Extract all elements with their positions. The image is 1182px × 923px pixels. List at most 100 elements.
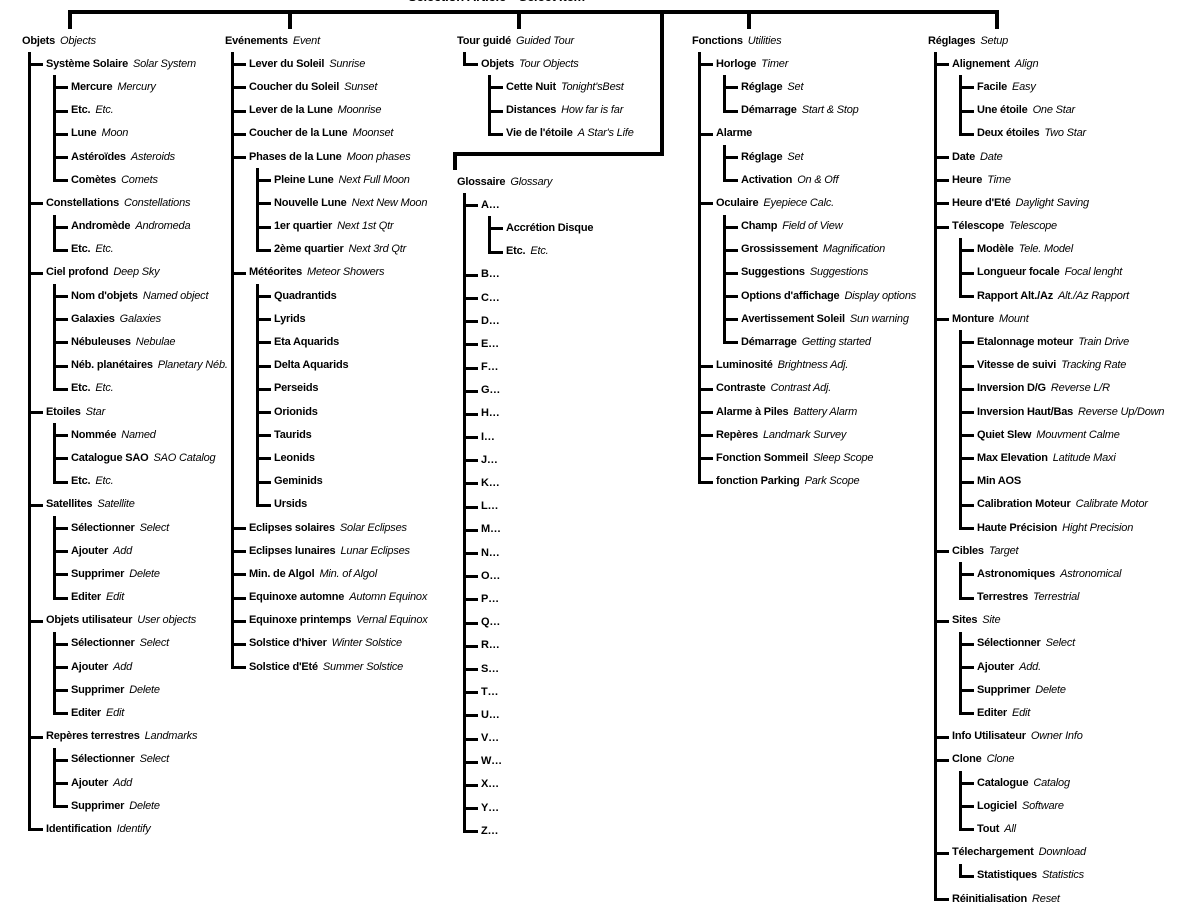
- menu-item: N…: [481, 541, 593, 564]
- menu-item-label-en: Select: [1045, 637, 1076, 650]
- menu-item-label-fr: Nom d'objets: [71, 289, 138, 302]
- menu-item: Evénements Event: [225, 29, 428, 52]
- menu-item-label-fr: Etc.: [71, 243, 91, 256]
- branch: A… Accrétion Disque Etc. Etc. B… C… D… E… F… G… H……: [457, 193, 593, 842]
- menu-item-label-en: Add.: [1019, 660, 1041, 673]
- menu-item-label-fr: Ajouter: [71, 660, 109, 673]
- menu-item: Monture Mount: [952, 307, 1164, 330]
- menu-item: Lever de la Lune Moonrise: [249, 99, 428, 122]
- menu-item-label-en: Contrast Adj.: [770, 382, 832, 395]
- menu-item-label-fr: U…: [481, 708, 500, 721]
- menu-item-label-en: Train Drive: [1078, 336, 1130, 349]
- menu-item-label-fr: Catalogue SAO: [71, 451, 149, 464]
- menu-item-label-en: Sun warning: [849, 312, 909, 325]
- menu-node: Haute Précision Hight Precision: [958, 515, 1164, 539]
- menu-item-label-fr: Alarme à Piles: [716, 405, 789, 418]
- branch: Sélectionner Select Ajouter Add Supprimer Del…: [46, 515, 228, 609]
- menu-node: W…: [462, 749, 593, 774]
- menu-root-label-en: Event: [292, 34, 320, 47]
- menu-item-label-fr: Lyrids: [274, 312, 306, 325]
- menu-node: I…: [462, 425, 593, 449]
- menu-item-label-en: Tele. Model: [1018, 243, 1073, 256]
- menu-node: R…: [462, 633, 593, 658]
- menu-item-label-fr: Editer: [71, 591, 101, 604]
- menu-item-label-fr: Etalonnage moteur: [977, 336, 1074, 349]
- menu-item: Réinitialisation Reset: [952, 887, 1164, 910]
- column-reglages: Réglages Setup Alignement Align Facile Easy Un…: [928, 29, 1165, 910]
- menu-root-label-fr: Objets: [22, 34, 56, 47]
- menu-item: Quiet Slew Mouvment Calme: [977, 423, 1164, 446]
- menu-node: Lune Moon: [53, 121, 228, 146]
- menu-item: Pleine Lune Next Full Moon: [274, 168, 428, 191]
- menu-node: Solstice d'Eté Summer Solstice: [231, 655, 428, 678]
- menu-node: Réglage Set: [722, 144, 916, 169]
- menu-item: Astronomiques Astronomical: [977, 562, 1164, 585]
- menu-node: Leonids: [256, 446, 428, 470]
- menu-item: Néb. planétaires Planetary Néb.: [71, 354, 228, 377]
- menu-node: Solstice d'hiver Winter Solstice: [231, 631, 428, 656]
- menu-item-label-fr: Nommée: [71, 428, 117, 441]
- menu-node: Heure d'Eté Daylight Saving: [933, 191, 1164, 215]
- menu-item-label-fr: Ajouter: [71, 544, 109, 557]
- menu-item-label-fr: Satellites: [46, 498, 93, 511]
- column-objets: Objets Objects Système Solaire Solar System…: [22, 29, 228, 841]
- menu-item-label-en: Constellations: [124, 196, 191, 209]
- menu-item-label-fr: S…: [481, 662, 499, 675]
- menu-item: Editer Edit: [977, 701, 1164, 724]
- menu-node: B…: [462, 262, 593, 287]
- menu-node: Démarrage Start & Stop: [722, 98, 916, 122]
- menu-item-label-fr: Objets: [481, 57, 515, 70]
- menu-item: V…: [481, 727, 593, 750]
- menu-item: Geminids: [274, 470, 428, 493]
- branch: Champ Field of View Grossissement Magnifica…: [716, 214, 916, 354]
- menu-node: Cette Nuit Tonight'sBest: [488, 75, 634, 99]
- menu-item-label-fr: Constellations: [46, 196, 119, 209]
- connector-drop-evenements: [288, 10, 292, 29]
- menu-item: Cette Nuit Tonight'sBest: [506, 75, 634, 98]
- menu-item-label-en: Add: [113, 544, 133, 557]
- menu-item-label-en: Etc.: [95, 104, 114, 117]
- menu-node: Une étoile One Star: [958, 98, 1164, 122]
- menu-node: Astronomiques Astronomical: [958, 562, 1164, 586]
- menu-item-label-en: Eyepiece Calc.: [763, 196, 834, 209]
- menu-node: Perseids: [256, 376, 428, 401]
- menu-node: Orionids: [256, 400, 428, 424]
- menu-item-label-fr: Sélectionner: [71, 521, 135, 534]
- menu-item-label-fr: Monture: [952, 312, 994, 325]
- menu-item-label-en: Landmark Survey: [763, 428, 847, 441]
- menu-item-label-en: Terrestrial: [1033, 591, 1080, 604]
- menu-item-label-fr: Inversion Haut/Bas: [977, 405, 1074, 418]
- menu-item: Heure d'Eté Daylight Saving: [952, 191, 1164, 214]
- menu-node: Ajouter Add: [53, 771, 228, 795]
- branch: Accrétion Disque Etc. Etc.: [481, 216, 593, 262]
- menu-item-label-en: Solar Eclipses: [339, 521, 407, 534]
- menu-item-label-en: Sunrise: [329, 57, 366, 70]
- connector-drop-objets: [68, 10, 72, 29]
- menu-node: Taurids: [256, 423, 428, 447]
- menu-item-label-fr: Accrétion Disque: [506, 221, 594, 234]
- menu-node: Nébuleuses Nebulae: [53, 330, 228, 354]
- menu-node: Lyrids: [256, 307, 428, 331]
- menu-item: Phases de la Lune Moon phases: [249, 145, 428, 168]
- menu-node: Supprimer Delete: [53, 562, 228, 586]
- menu-item: Réglage Set: [741, 75, 916, 98]
- menu-item: Météorites Meteor Showers: [249, 261, 428, 284]
- menu-item-label-en: Named object: [142, 289, 209, 302]
- menu-item-label-fr: Calibration Moteur: [977, 498, 1071, 511]
- menu-item-label-fr: Statistiques: [977, 869, 1037, 882]
- menu-item: Comètes Comets: [71, 168, 228, 191]
- menu-item: Contraste Contrast Adj.: [716, 377, 916, 400]
- branch: Pleine Lune Next Full Moon Nouvelle Lune Ne…: [249, 168, 428, 261]
- menu-item: Supprimer Delete: [977, 678, 1164, 701]
- menu-node: Repères terrestres Landmarks Sélectionner S…: [28, 724, 228, 818]
- menu-node: Heure Time: [933, 168, 1164, 192]
- menu-root-label-en: Utilities: [747, 34, 782, 47]
- branch: Réglage Set Activation On & Off: [716, 144, 916, 191]
- menu-item-label-en: Telescope: [1009, 220, 1057, 233]
- menu-item: Mercure Mercury: [71, 75, 228, 98]
- menu-node: Max Elevation Latitude Maxi: [958, 446, 1164, 470]
- menu-item-label-fr: Perseids: [274, 382, 319, 395]
- menu-node: Quadrantids: [256, 284, 428, 308]
- menu-item-label-fr: Champ: [741, 220, 778, 233]
- branch: Sélectionner Select Ajouter Add Supprimer Del…: [46, 631, 228, 725]
